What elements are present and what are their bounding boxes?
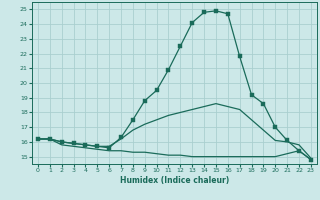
X-axis label: Humidex (Indice chaleur): Humidex (Indice chaleur)	[120, 176, 229, 185]
